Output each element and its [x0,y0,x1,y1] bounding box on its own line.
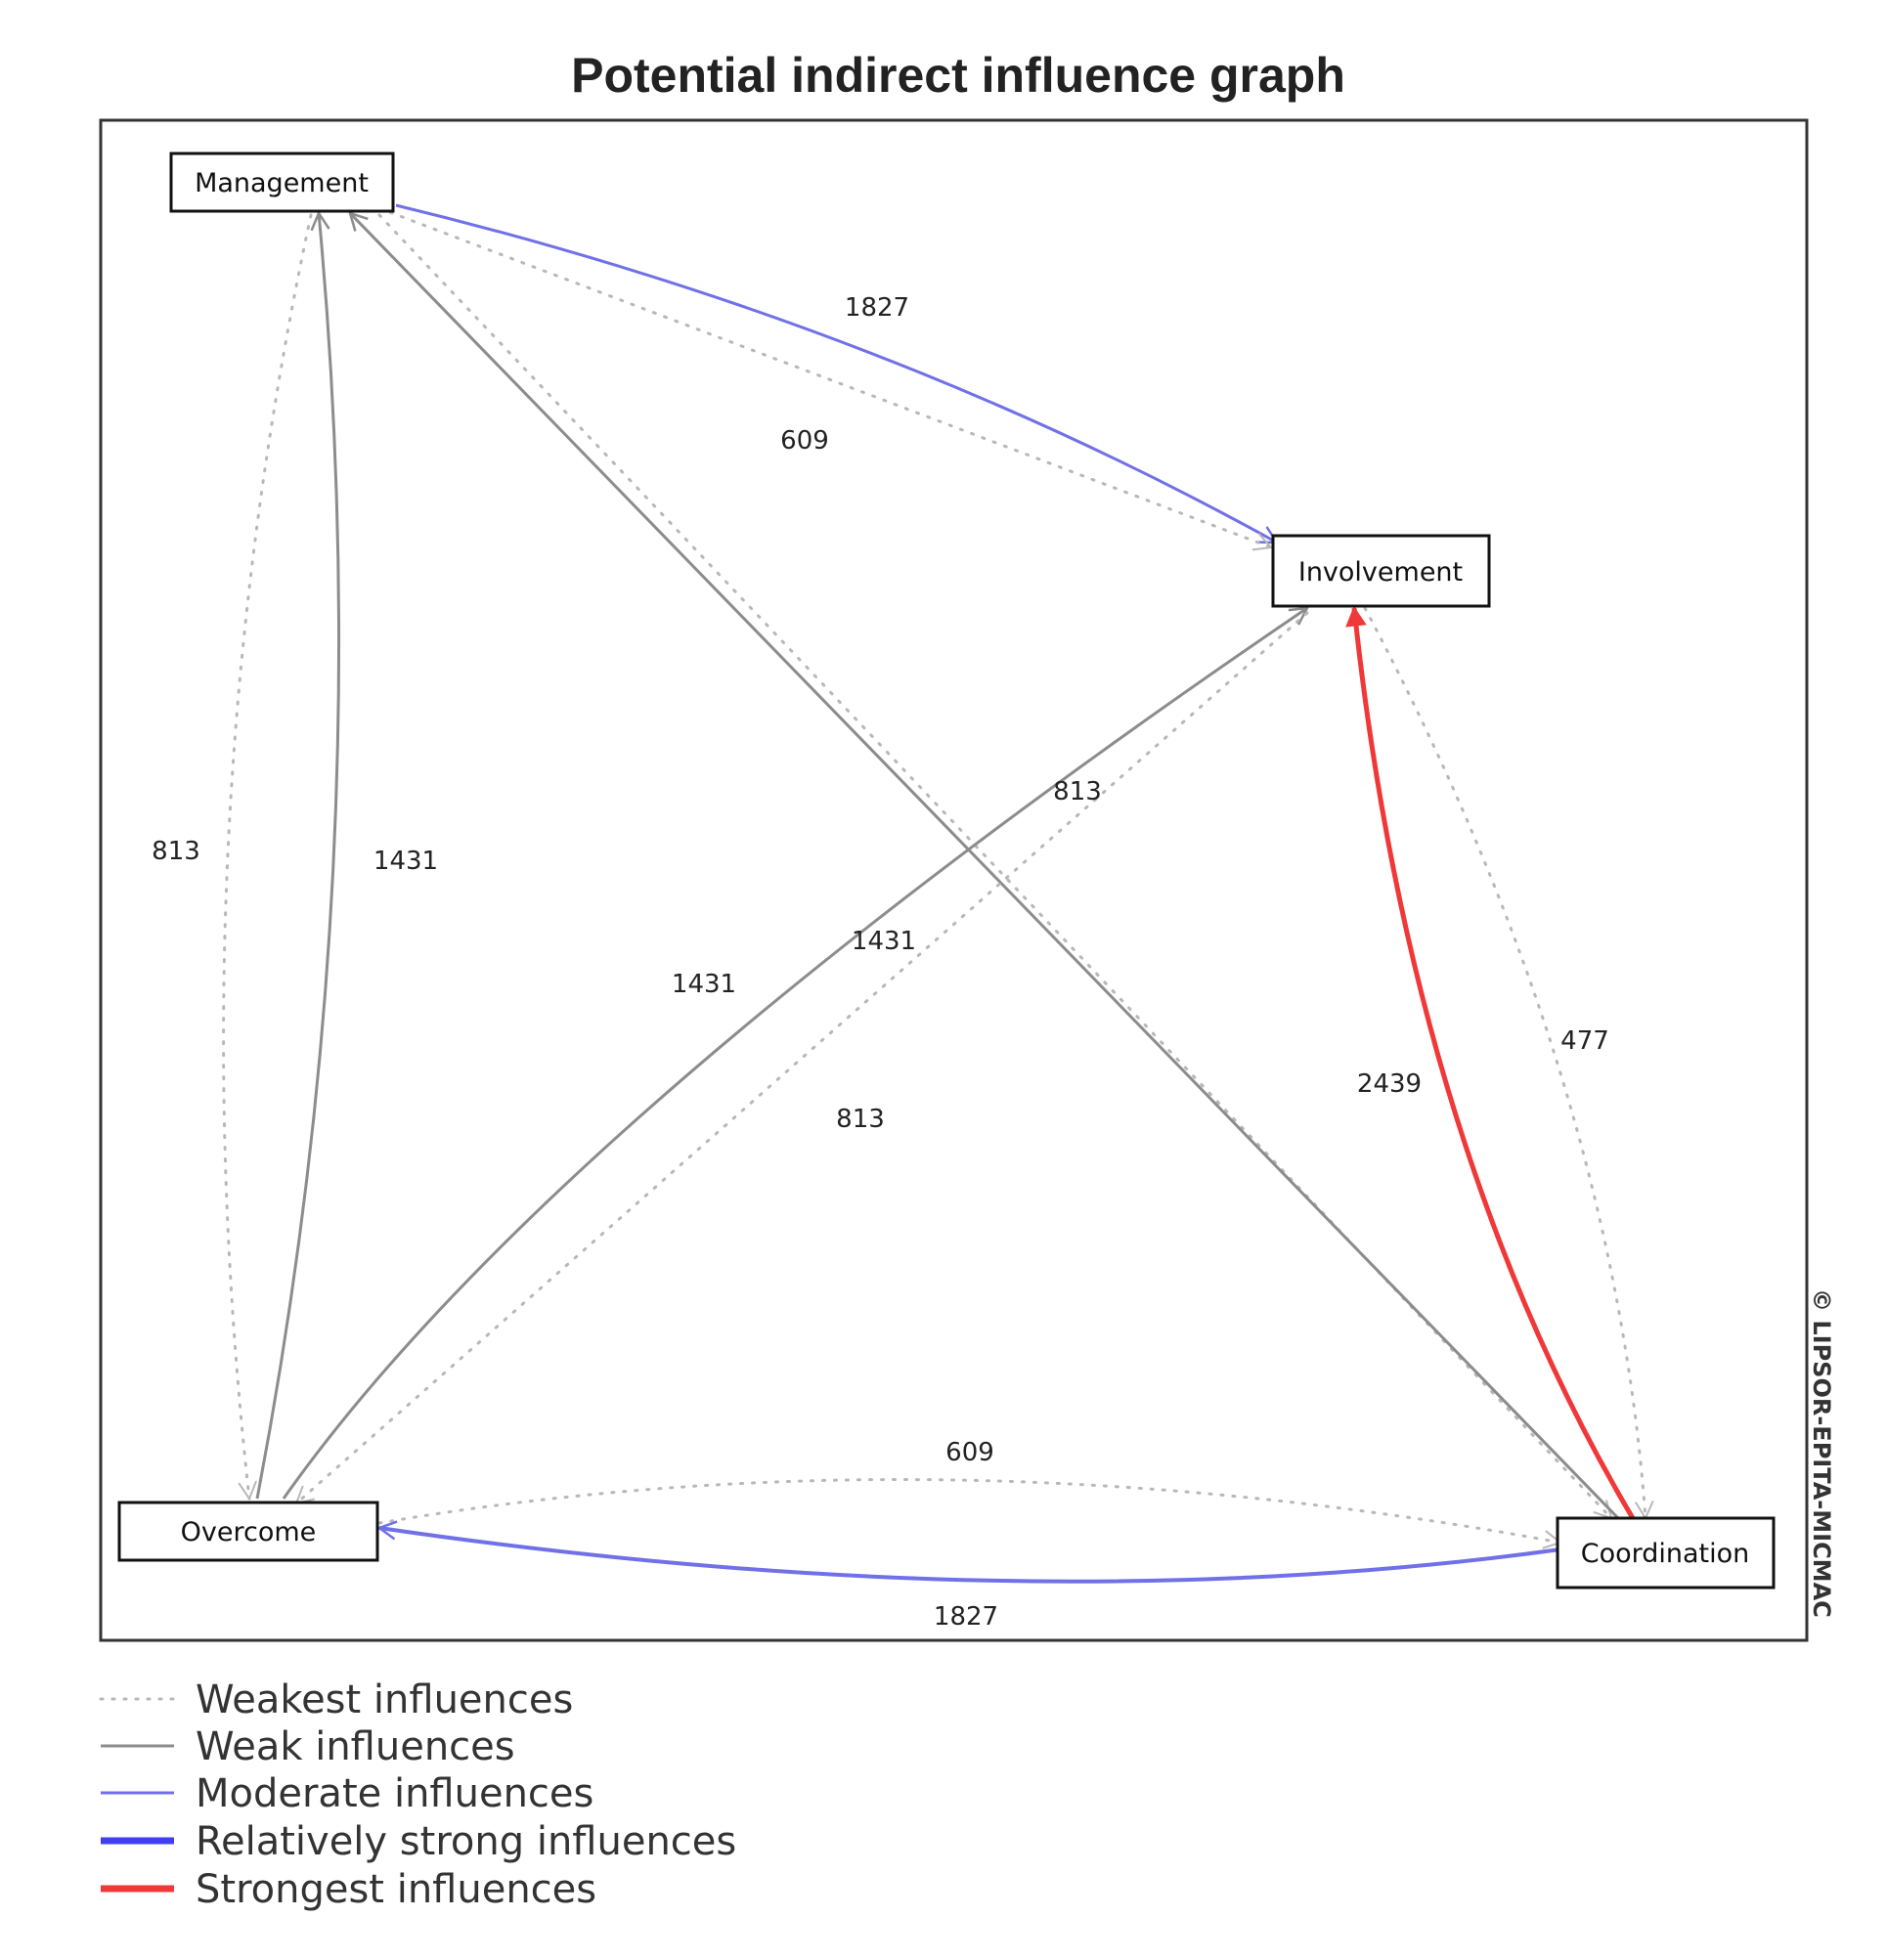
legend-label: Moderate influences [196,1771,593,1816]
edge-involvement-to-coordination-weakest [1363,606,1654,1521]
edge-label-coordination-management-weak: 1431 [852,927,916,956]
edge-label-coordination-overcome-moderate: 1827 [934,1602,998,1632]
legend-label: Relatively strong influences [196,1819,736,1864]
legend-item-weak: Weak influences [101,1724,515,1769]
edge-overcome-to-management-weak [255,210,341,1500]
edge-labels: 1827 609 813 813 1431 1431 1431 813 2439… [152,293,1609,1632]
plot-frame [99,118,1809,1642]
legend-item-moderate: Moderate influences [101,1771,593,1816]
edge-label-involvement-overcome-weakest: 813 [836,1105,885,1134]
legend-label: Strongest influences [196,1867,596,1912]
edge-label-management-overcome-weakest: 813 [152,837,200,866]
edge-involvement-to-overcome-weakest [294,611,1309,1505]
node-management: Management [169,152,395,213]
edge-coordination-to-involvement-strongest [1345,605,1636,1520]
edge-label-coordination-involvement-strongest: 2439 [1357,1069,1422,1099]
edge-management-to-involvement-weakest [377,206,1273,551]
edge-overcome-to-involvement-weak [282,606,1310,1500]
edge-label-management-coordination-weakest: 813 [1053,777,1102,806]
legend-item-strongest: Strongest influences [101,1867,596,1912]
edge-coordination-to-management-weak [348,211,1620,1520]
legend-item-weakest: Weakest influences [99,1677,573,1722]
edge-management-to-involvement-moderate [395,203,1280,544]
edge-coordination-to-overcome-moderate [376,1520,1561,1584]
edge-label-overcome-management-weak: 1431 [373,847,438,876]
legend-label: Weak influences [196,1724,515,1769]
legend-item-relatively-strong: Relatively strong influences [101,1819,736,1864]
node-label: Management [195,168,369,198]
edge-label-overcome-coordination-weakest: 609 [945,1438,994,1467]
graph-title: Potential indirect influence graph [571,48,1345,103]
edge-label-involvement-coordination-weakest: 477 [1560,1026,1609,1056]
edge-management-to-overcome-weakest [222,213,313,1502]
node-involvement: Involvement [1271,534,1491,608]
copyright-text: © LIPSOR-EPITA-MICMAC [1808,1288,1835,1618]
edge-label-management-involvement-moderate: 1827 [845,293,909,323]
edge-overcome-to-coordination-weakest [377,1478,1563,1549]
node-overcome: Overcome [117,1501,379,1562]
node-label: Overcome [181,1517,317,1547]
node-label: Involvement [1298,557,1463,588]
edge-label-management-involvement-weakest: 609 [780,426,829,456]
node-coordination: Coordination [1556,1516,1776,1590]
edges-layer [222,203,1654,1584]
legend: Weakest influences Weak influences Moder… [99,1677,736,1912]
edge-label-overcome-involvement-weak: 1431 [672,970,736,999]
legend-label: Weakest influences [196,1677,573,1722]
node-label: Coordination [1581,1539,1750,1569]
